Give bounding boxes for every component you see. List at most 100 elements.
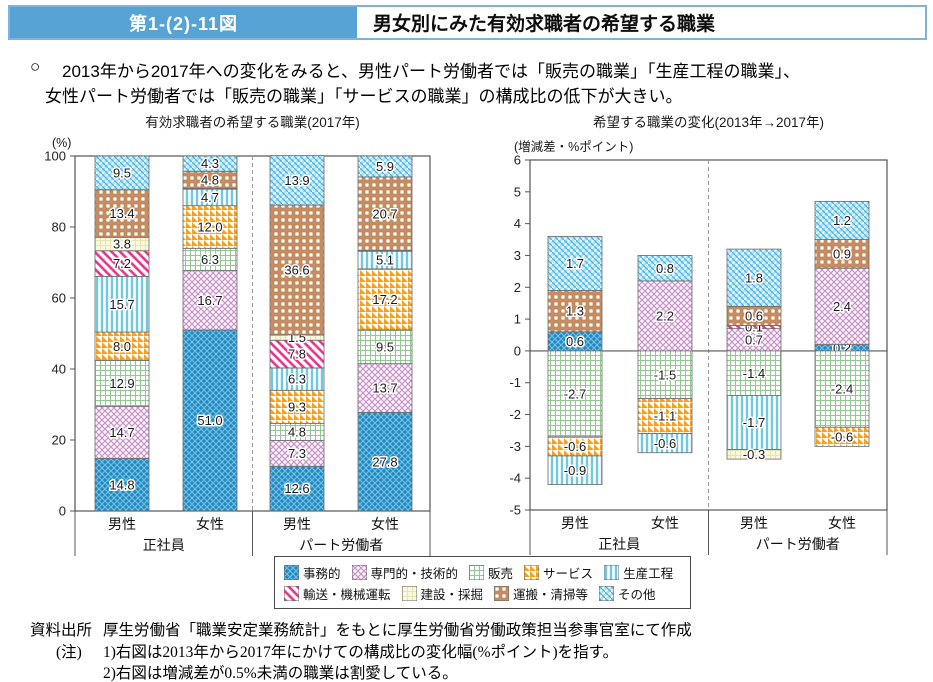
group-label: パート労働者 bbox=[756, 536, 840, 552]
segment-value-label: -2.7 bbox=[564, 386, 586, 401]
legend-label: 運搬・清掃等 bbox=[513, 588, 589, 602]
legend-item-seisan: 生産工程 bbox=[604, 563, 673, 582]
source-text: 厚生労働省「職業安定業務統計」をもとに厚生労働省労働政策担当参事官室にて作成 bbox=[103, 622, 692, 639]
stacked-bar-女性-パート労働者: 0.22.4-2.4-0.60.91.2 bbox=[814, 200, 870, 447]
bar-gender-label: 男性 bbox=[561, 515, 589, 531]
bar-segment-senmon bbox=[357, 363, 413, 413]
legend-swatch-jimu bbox=[284, 565, 299, 580]
bar-segment-sonota bbox=[357, 155, 413, 178]
bar-segment-jimu bbox=[94, 458, 150, 512]
segment-value-label: -1.5 bbox=[654, 367, 676, 382]
y-axis-tick-label: 6 bbox=[514, 153, 521, 168]
bar-segment-senmon bbox=[269, 439, 325, 467]
legend-swatch-yuso bbox=[284, 586, 299, 601]
segment-value-label: 1.3 bbox=[566, 304, 584, 319]
left-chart-unit-label: (%) bbox=[52, 136, 72, 150]
segment-value-label: 14.8 bbox=[109, 477, 134, 492]
bar-gender-label: 男性 bbox=[740, 515, 768, 531]
y-axis-tick-label: 80 bbox=[52, 220, 66, 235]
segment-value-label: 13.7 bbox=[372, 381, 397, 396]
segment-value-label: 15.7 bbox=[109, 297, 134, 312]
y-axis-tick-label: 2 bbox=[514, 280, 521, 295]
legend-label: 輸送・機械運転 bbox=[303, 588, 391, 602]
bar-segment-sonota bbox=[547, 235, 603, 291]
bar-segment-seisan bbox=[726, 395, 782, 450]
left-chart-title: 有効求職者の希望する職業(2017年) bbox=[145, 115, 360, 130]
bar-segment-service bbox=[814, 426, 870, 447]
segment-value-label: -0.6 bbox=[564, 439, 586, 454]
segment-value-label: 5.1 bbox=[376, 252, 394, 267]
bar-gender-label: 女性 bbox=[651, 515, 679, 531]
segment-value-label: -0.6 bbox=[831, 429, 853, 444]
right-chart-title: 希望する職業の変化(2013年→2017年) bbox=[592, 115, 825, 130]
segment-value-label: -1.7 bbox=[743, 415, 765, 430]
page-title: 男女別にみた有効求職者の希望する職業 bbox=[373, 14, 716, 35]
right-chart: 6 5 4 3 2 1 0 -1 -2 -3 -4 -5 0.6 -2.7 -0.6 -0.9 1.3 1.7 男性… bbox=[509, 153, 888, 555]
bar-segment-sonota bbox=[182, 155, 238, 172]
legend-item-unpan: 運搬・清掃等 bbox=[494, 584, 588, 603]
bar-gender-label: 女性 bbox=[196, 516, 224, 532]
legend-row: 事務的 専門的・技術的 販売 サービス 生産工程 bbox=[284, 562, 681, 583]
legend-swatch-seisan bbox=[604, 565, 620, 580]
stacked-bar-女性-正社員: 51.0 16.7 6.3 12.0 4.7 4.84.3 bbox=[182, 155, 238, 512]
legend-item-yuso: 輸送・機械運転 bbox=[284, 584, 391, 603]
segment-value-label: 5.9 bbox=[376, 159, 394, 174]
segment-value-label: -0.6 bbox=[654, 436, 676, 451]
bar-segment-sonota bbox=[269, 155, 325, 206]
bar-segment-unpan bbox=[547, 290, 603, 333]
y-axis-tick-label: 100 bbox=[44, 149, 66, 164]
y-axis-tick-label: 0 bbox=[59, 504, 66, 519]
segment-value-label: 14.7 bbox=[109, 425, 134, 440]
segment-value-label: 4.8 bbox=[288, 424, 306, 439]
legend-label: 販売 bbox=[488, 567, 514, 581]
bar-segment-hanbai bbox=[357, 329, 413, 365]
segment-value-label: 0.6 bbox=[566, 334, 584, 349]
bar-segment-sonota bbox=[814, 200, 870, 240]
segment-value-label: 1.8 bbox=[745, 270, 763, 285]
y-axis-tick-label: 60 bbox=[52, 291, 66, 306]
summary-line-2: 女性パート労働者では「販売の職業」「サービスの職業」の構成比の低下が大きい。 bbox=[45, 87, 683, 106]
stacked-bar-男性-正社員: 0.6 -2.7 -0.6 -0.9 1.3 1.7 bbox=[547, 235, 603, 485]
stacked-bar-女性-パート労働者: 27.8 13.7 9.5 17.2 5.1 20.7 5.9 bbox=[357, 155, 413, 512]
source-label: 資料出所 bbox=[30, 622, 93, 639]
segment-value-label: 0.7 bbox=[745, 332, 763, 347]
y-axis-tick-label: 3 bbox=[514, 248, 521, 263]
segment-value-label: 27.8 bbox=[372, 454, 397, 469]
right-chart-unit-label: (増減差・%ポイント) bbox=[514, 140, 634, 154]
segment-value-label: -2.4 bbox=[831, 382, 853, 397]
segment-value-label: 12.9 bbox=[109, 376, 134, 391]
bar-segment-unpan bbox=[94, 189, 150, 238]
segment-value-label: 6.3 bbox=[201, 252, 219, 267]
bar-segment-unpan bbox=[269, 204, 325, 336]
bar-segment-kensetsu bbox=[726, 449, 782, 460]
segment-value-label: 1.7 bbox=[566, 256, 584, 271]
bar-segment-sonota bbox=[94, 155, 150, 191]
bar-segment-seisan bbox=[547, 455, 603, 485]
segment-value-label: 8.0 bbox=[113, 339, 131, 354]
note-label: (注) bbox=[56, 644, 82, 661]
legend-item-senmon: 専門的・技術的 bbox=[351, 563, 458, 582]
segment-value-label: 20.7 bbox=[372, 206, 397, 221]
segment-value-label: 7.3 bbox=[288, 446, 306, 461]
segment-value-label: 2.4 bbox=[833, 299, 851, 314]
segment-value-label: 12.0 bbox=[197, 220, 222, 235]
legend-item-sonota: その他 bbox=[599, 584, 656, 603]
segment-value-label: 2.2 bbox=[656, 309, 674, 324]
legend-swatch-sonota bbox=[599, 586, 615, 601]
legend-row: 輸送・機械運転 建設・採掘 運搬・清掃等 その他 bbox=[284, 583, 681, 604]
legend-item-hanbai: 販売 bbox=[469, 563, 513, 582]
left-chart: 0 20 40 60 80 100 14.8 14.7 12.9 8.0 15.7 7.2 3.8 13.… bbox=[44, 149, 431, 556]
legend-item-service: サービス bbox=[524, 563, 593, 582]
segment-value-label: 4.7 bbox=[201, 190, 219, 205]
bar-gender-label: 男性 bbox=[108, 516, 136, 532]
legend-item-kensetsu: 建設・採掘 bbox=[401, 584, 483, 603]
y-axis-tick-label: -1 bbox=[509, 375, 521, 390]
bar-segment-service bbox=[182, 205, 238, 249]
bar-gender-label: 女性 bbox=[371, 516, 399, 532]
y-axis-tick-label: -5 bbox=[509, 503, 521, 518]
bar-segment-service bbox=[269, 389, 325, 424]
y-axis-tick-label: 4 bbox=[514, 216, 521, 231]
bar-segment-hanbai bbox=[547, 350, 603, 438]
segment-value-label: 1.2 bbox=[833, 213, 851, 228]
